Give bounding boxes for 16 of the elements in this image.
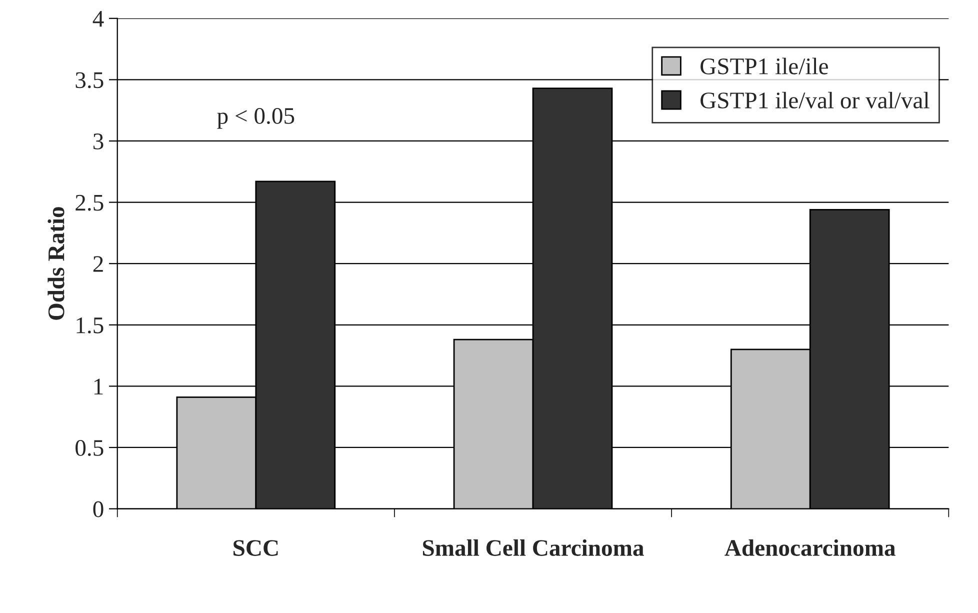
legend-label: GSTP1 ile/val or val/val	[700, 92, 930, 108]
legend-label: GSTP1 ile/ile	[700, 58, 828, 74]
y-tick-label: 0.5	[76, 440, 104, 456]
y-tick-label: 3	[93, 134, 104, 150]
annotation: p < 0.05	[217, 108, 294, 129]
y-tick-label: 2	[93, 256, 103, 272]
y-tick-label: 1.5	[76, 317, 104, 334]
y-tick-label: 3.5	[76, 72, 104, 88]
x-tick-label: Small Cell Carcinoma	[422, 539, 644, 556]
y-tick-label: 2.5	[76, 194, 104, 211]
x-tick-label: SCC	[234, 540, 278, 556]
y-axis-title: Odds Ratio	[48, 207, 64, 320]
y-tick-label: 1	[94, 378, 103, 394]
x-tick-label: Adenocarcinoma	[724, 539, 896, 556]
y-tick-label: 4	[92, 11, 104, 27]
y-tick-label: 0	[93, 501, 104, 518]
